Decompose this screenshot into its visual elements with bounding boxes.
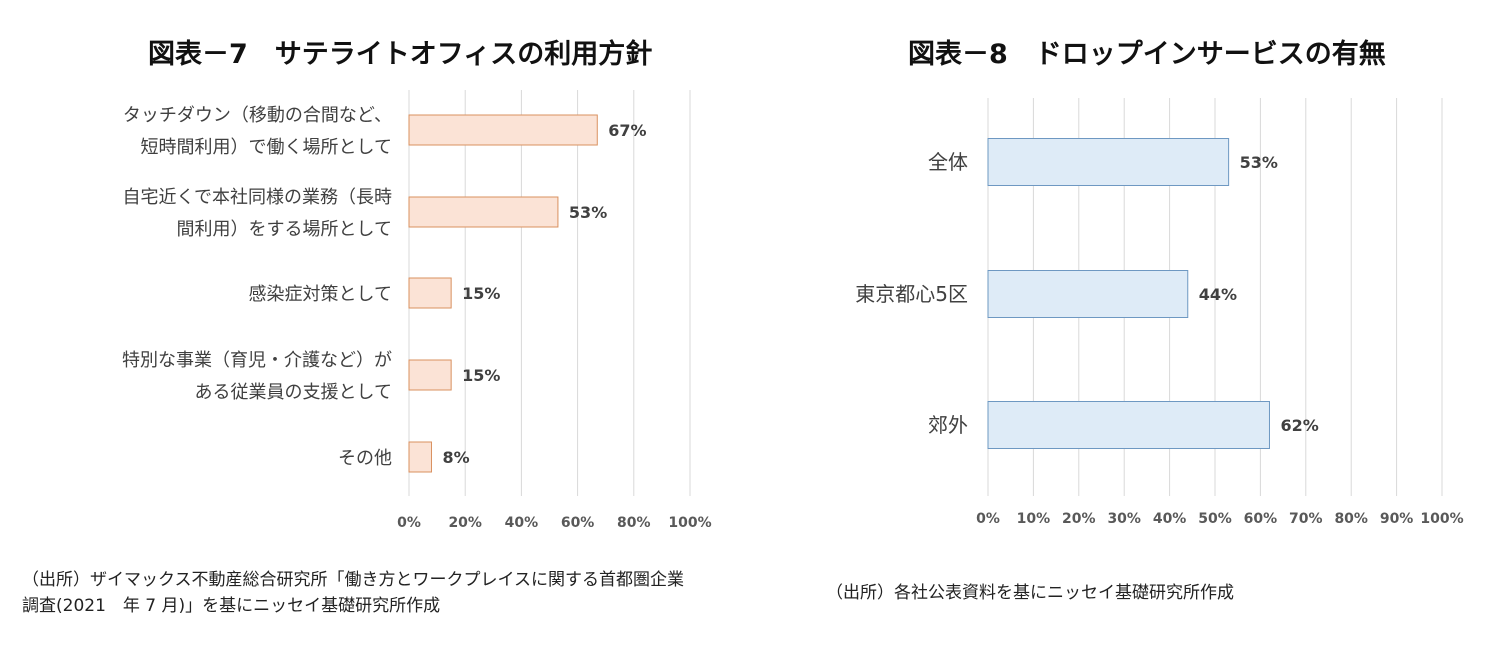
x-tick-label: 0%: [397, 515, 421, 531]
category-label: その他: [338, 448, 392, 469]
bar: [408, 114, 598, 146]
x-tick-label: 60%: [561, 515, 595, 531]
category-label: 感染症対策として: [249, 284, 392, 305]
x-tick-label: 40%: [505, 515, 539, 531]
category-label: 短時間利用）で働く場所として: [141, 137, 392, 158]
category-label: 全体: [928, 150, 968, 174]
x-tick-label: 60%: [1244, 511, 1278, 527]
x-tick-label: 20%: [1062, 511, 1096, 527]
x-tick-label: 80%: [617, 515, 651, 531]
source-note-chart-7: （出所）ザイマックス不動産総合研究所「働き方とワークプレイスに関する首都圏企業 …: [22, 567, 684, 619]
chart-title-satellite-office: 図表－7 サテライトオフィスの利用方針: [148, 39, 653, 70]
source-line: 調査(2021 年 7 月)」を基にニッセイ基礎研究所作成: [22, 596, 441, 616]
x-tick-label: 0%: [976, 511, 1000, 527]
x-tick-label: 90%: [1380, 511, 1414, 527]
data-label: 8%: [442, 448, 469, 467]
bar: [408, 277, 452, 309]
x-tick-label: 10%: [1017, 511, 1051, 527]
x-tick-label: 70%: [1289, 511, 1323, 527]
category-label: タッチダウン（移動の合間など、: [123, 105, 392, 126]
category-label: 間利用）をする場所として: [177, 219, 392, 240]
bar: [987, 270, 1189, 318]
category-label: 郊外: [928, 413, 968, 437]
category-label: ある従業員の支援として: [195, 382, 392, 403]
data-label: 53%: [569, 203, 607, 222]
chart-title-drop-in-service: 図表－8 ドロップインサービスの有無: [908, 39, 1386, 70]
bar: [987, 138, 1230, 186]
x-tick-label: 20%: [448, 515, 482, 531]
category-label: 特別な事業（育児・介護など）が: [122, 350, 392, 371]
data-label: 53%: [1240, 153, 1278, 172]
bar: [408, 196, 559, 228]
x-tick-label: 40%: [1153, 511, 1187, 527]
bar: [408, 441, 432, 473]
x-tick-label: 100%: [668, 515, 711, 531]
bar: [987, 401, 1270, 449]
data-label: 67%: [608, 121, 646, 140]
source-note-chart-8: （出所）各社公表資料を基にニッセイ基礎研究所作成: [826, 580, 1234, 606]
source-line: （出所）ザイマックス不動産総合研究所「働き方とワークプレイスに関する首都圏企業: [22, 570, 684, 590]
data-label: 62%: [1280, 416, 1318, 435]
category-label: 東京都心5区: [855, 282, 968, 306]
bar: [408, 359, 452, 391]
source-line: （出所）各社公表資料を基にニッセイ基礎研究所作成: [826, 583, 1234, 603]
category-label: 自宅近くで本社同様の業務（長時: [123, 187, 392, 208]
x-tick-label: 100%: [1420, 511, 1463, 527]
data-label: 15%: [462, 284, 500, 303]
data-label: 15%: [462, 366, 500, 385]
x-tick-label: 80%: [1334, 511, 1368, 527]
x-tick-label: 50%: [1198, 511, 1232, 527]
data-label: 44%: [1199, 285, 1237, 304]
x-tick-label: 30%: [1107, 511, 1141, 527]
